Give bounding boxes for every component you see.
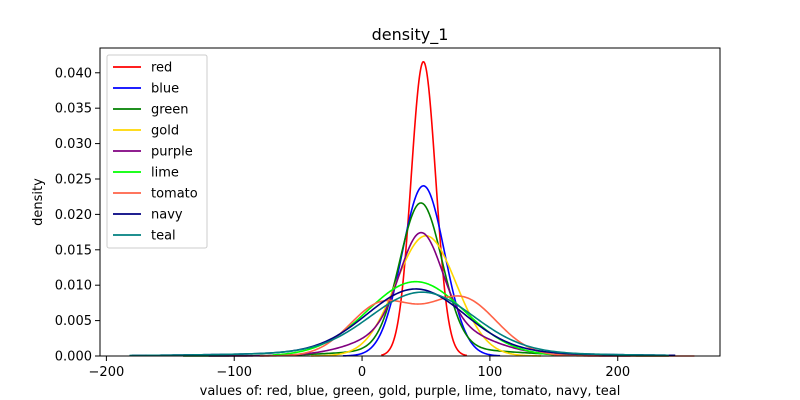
y-tick-label: 0.030	[55, 137, 92, 152]
series-line-purple	[208, 231, 631, 357]
series-line-navy	[131, 288, 676, 357]
series-line-red	[381, 60, 467, 357]
plot-curves	[129, 60, 695, 357]
legend-label-teal: teal	[151, 229, 176, 244]
y-tick-label: 0.010	[55, 279, 92, 294]
legend-label-gold: gold	[151, 124, 179, 139]
legend-label-blue: blue	[151, 82, 179, 97]
chart-title: density_1	[372, 25, 449, 45]
series-line-tomato	[259, 295, 695, 357]
legend-label-red: red	[151, 61, 172, 76]
x-tick-label: −100	[216, 365, 252, 380]
series-line-blue	[342, 185, 501, 357]
plot-frame	[99, 47, 721, 357]
x-tick-label: −200	[89, 365, 125, 380]
y-tick-label: 0.025	[55, 172, 92, 187]
legend: red blue green gold purple lime tomato navy teal	[106, 54, 208, 249]
y-tick-label: 0.020	[55, 208, 92, 223]
y-axis: 0.000 0.005 0.010 0.015 0.020 0.025 0.030 0.035…	[55, 66, 100, 365]
series-line-teal	[129, 291, 669, 357]
x-tick-label: 200	[605, 365, 630, 380]
x-axis-label: values of: red, blue, green, gold, purpl…	[200, 384, 621, 399]
legend-label-lime: lime	[151, 166, 179, 181]
y-axis-label: density	[31, 178, 46, 226]
y-tick-label: 0.040	[55, 66, 92, 81]
legend-box	[106, 54, 208, 249]
series-line-green	[183, 202, 669, 357]
legend-label-navy: navy	[151, 208, 183, 223]
y-tick-label: 0.000	[55, 350, 92, 365]
legend-label-purple: purple	[151, 145, 193, 160]
legend-label-green: green	[151, 103, 189, 118]
x-tick-label: 0	[358, 365, 366, 380]
y-tick-label: 0.005	[55, 314, 92, 329]
x-axis: −200 −100 0 100 200	[89, 356, 630, 380]
x-tick-label: 100	[477, 365, 502, 380]
y-tick-label: 0.015	[55, 243, 92, 258]
y-tick-label: 0.035	[55, 102, 92, 117]
legend-label-tomato: tomato	[151, 187, 198, 202]
